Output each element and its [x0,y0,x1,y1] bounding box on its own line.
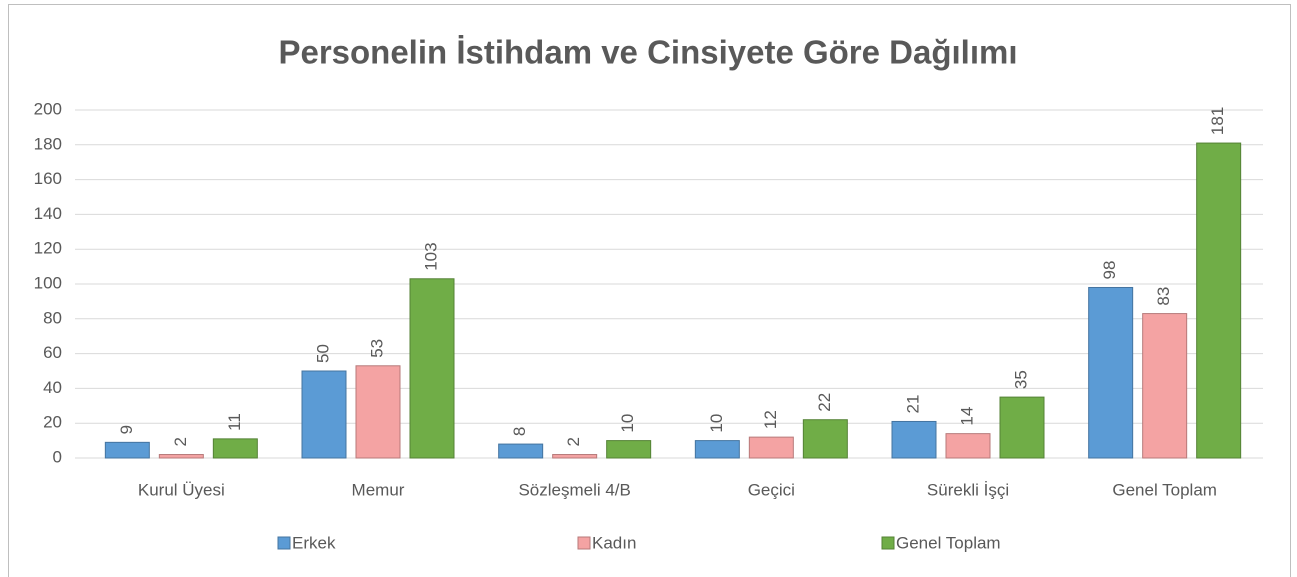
bar [158,454,204,459]
legend-label: Erkek [292,533,336,552]
y-tick-label: 20 [43,413,62,432]
bar [355,365,401,459]
bar [891,420,937,459]
bar [301,370,347,459]
bar [104,441,150,459]
bar [999,396,1045,459]
data-label: 83 [1154,287,1173,306]
x-tick-label: Sürekli İşçi [927,480,1009,499]
data-label: 50 [313,344,332,363]
data-label: 22 [815,393,834,412]
bar [748,436,794,459]
y-tick-label: 120 [34,239,62,258]
y-tick-label: 40 [43,378,62,397]
data-label: 10 [618,414,637,433]
y-tick-label: 80 [43,308,62,327]
legend-swatch [881,536,895,550]
data-label: 8 [510,427,529,436]
x-tick-label: Kurul Üyesi [138,480,225,499]
legend-label: Genel Toplam [896,533,1001,552]
bar [1196,142,1242,459]
y-tick-label: 60 [43,343,62,362]
y-tick-label: 140 [34,204,62,223]
legend-swatch [577,536,591,550]
data-label: 181 [1208,107,1227,135]
data-label: 53 [367,339,386,358]
data-label: 14 [957,407,976,426]
x-tick-label: Geçici [748,480,795,499]
bar [212,438,258,459]
bar [802,419,848,459]
bar [694,440,740,459]
data-label: 103 [421,242,440,270]
data-label: 9 [117,425,136,434]
y-tick-label: 200 [34,99,62,118]
data-label: 21 [903,395,922,414]
data-label: 11 [225,413,244,431]
x-tick-label: Genel Toplam [1112,480,1217,499]
data-label: 2 [171,437,190,446]
x-tick-label: Memur [352,480,405,499]
bar [945,433,991,459]
data-label: 10 [707,414,726,433]
legend-swatch [277,536,291,550]
chart-title: Personelin İstihdam ve Cinsiyete Göre Da… [278,34,1017,71]
y-tick-label: 0 [53,447,62,466]
chart-frame [8,4,1291,577]
bar [498,443,544,459]
data-label: 12 [761,410,780,429]
data-label: 98 [1100,261,1119,280]
bar [1088,286,1134,459]
y-tick-label: 160 [34,169,62,188]
y-tick-label: 180 [34,134,62,153]
bar [409,278,455,459]
data-label: 35 [1011,370,1030,389]
y-tick-label: 100 [34,273,62,292]
data-label: 2 [564,437,583,446]
bar [552,454,598,459]
bar [1142,313,1188,459]
x-tick-label: Sözleşmeli 4/B [518,480,630,499]
bar [606,440,652,459]
legend-label: Kadın [592,533,636,552]
